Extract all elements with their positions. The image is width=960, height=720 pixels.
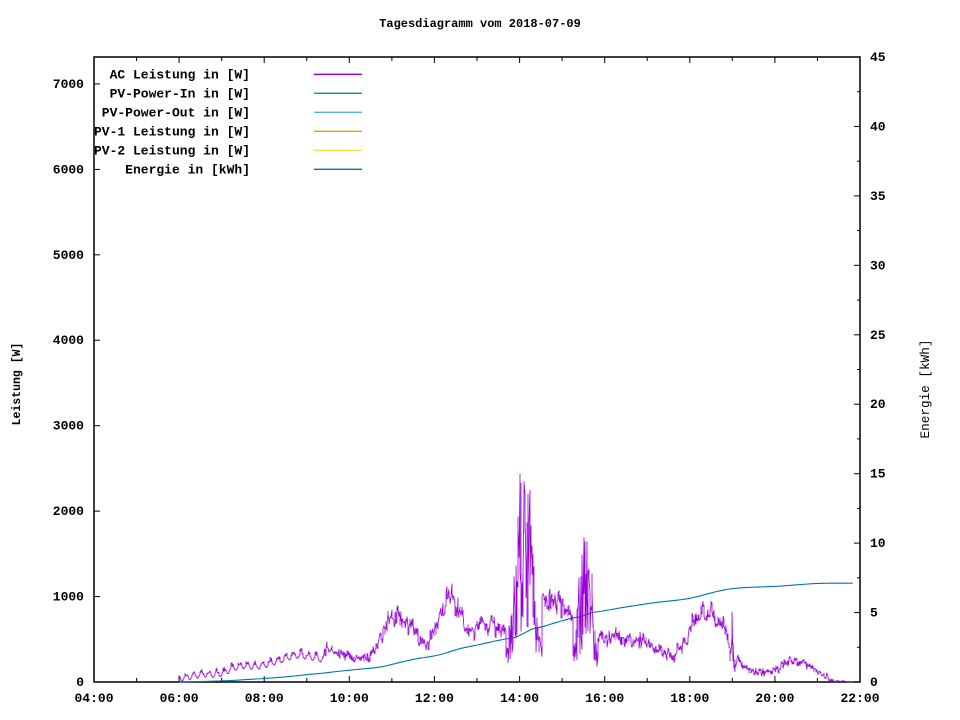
- svg-text:0: 0: [870, 675, 878, 690]
- svg-text:Leistung [W]: Leistung [W]: [11, 343, 24, 426]
- svg-text:20: 20: [870, 397, 886, 412]
- svg-text:10:00: 10:00: [330, 691, 369, 706]
- svg-text:06:00: 06:00: [160, 691, 199, 706]
- svg-text:12:00: 12:00: [415, 691, 454, 706]
- svg-text:PV-Power-Out in [W]: PV-Power-Out in [W]: [102, 105, 250, 120]
- svg-text:2000: 2000: [53, 504, 84, 519]
- svg-text:10: 10: [870, 536, 886, 551]
- svg-text:35: 35: [870, 189, 886, 204]
- svg-text:4000: 4000: [53, 333, 84, 348]
- svg-text:40: 40: [870, 119, 886, 134]
- svg-text:22:00: 22:00: [840, 691, 879, 706]
- svg-text:18:00: 18:00: [670, 691, 709, 706]
- svg-text:30: 30: [870, 258, 886, 273]
- svg-text:PV-2 Leistung in [W]: PV-2 Leistung in [W]: [94, 143, 250, 158]
- svg-text:6000: 6000: [53, 162, 84, 177]
- svg-text:08:00: 08:00: [245, 691, 284, 706]
- svg-text:0: 0: [76, 675, 84, 690]
- svg-text:25: 25: [870, 328, 886, 343]
- svg-text:5: 5: [870, 606, 878, 621]
- svg-text:5000: 5000: [53, 248, 84, 263]
- svg-text:20:00: 20:00: [755, 691, 794, 706]
- svg-text:7000: 7000: [53, 77, 84, 92]
- svg-text:PV-Power-In in [W]: PV-Power-In in [W]: [110, 86, 250, 101]
- svg-text:Tagesdiagramm vom 2018-07-09: Tagesdiagramm vom 2018-07-09: [379, 17, 581, 31]
- svg-text:AC Leistung in [W]: AC Leistung in [W]: [110, 67, 250, 82]
- svg-text:14:00: 14:00: [500, 691, 539, 706]
- svg-text:15: 15: [870, 467, 886, 482]
- svg-text:PV-1 Leistung in [W]: PV-1 Leistung in [W]: [94, 124, 250, 139]
- svg-text:3000: 3000: [53, 419, 84, 434]
- svg-text:16:00: 16:00: [585, 691, 624, 706]
- svg-text:45: 45: [870, 50, 886, 65]
- svg-text:1000: 1000: [53, 590, 84, 605]
- svg-text:04:00: 04:00: [74, 691, 113, 706]
- svg-text:Energie in [kWh]: Energie in [kWh]: [125, 162, 250, 177]
- svg-text:Energie [kWh]: Energie [kWh]: [918, 340, 933, 439]
